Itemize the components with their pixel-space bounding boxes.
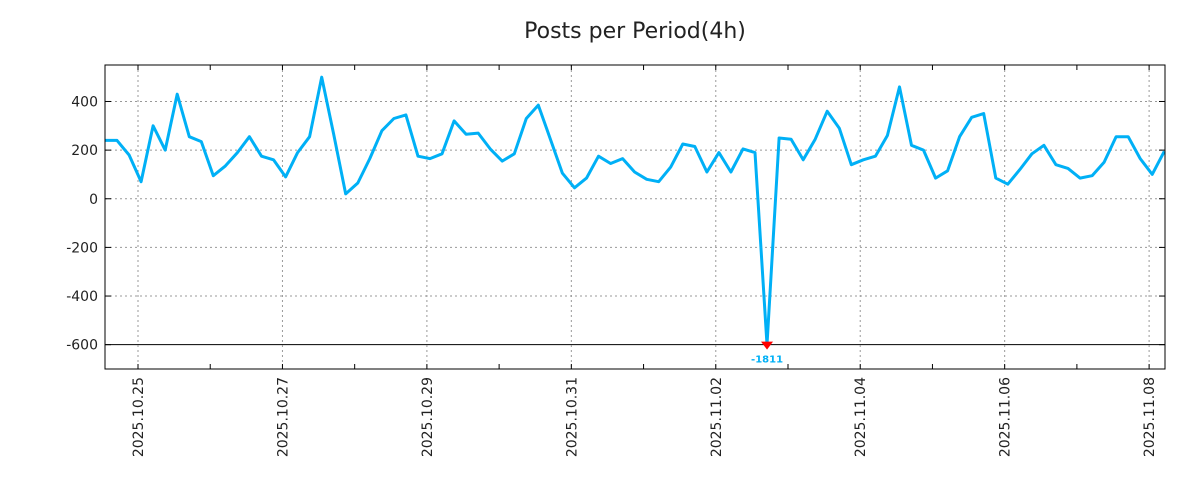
- series-line: [105, 77, 1164, 345]
- annotation: -1811: [751, 342, 783, 366]
- x-tick-label: 2025.11.04: [853, 377, 869, 457]
- x-tick-label: 2025.10.31: [564, 377, 580, 457]
- x-tick-label: 2025.11.02: [709, 377, 725, 457]
- data-points: [105, 77, 1164, 345]
- y-tick-label: -400: [66, 289, 98, 305]
- x-tick-label: 2025.11.06: [998, 377, 1014, 457]
- y-axis: 400 200 0 -200 -400 -600: [66, 94, 1165, 353]
- y-tick-label: 0: [89, 192, 98, 208]
- x-tick-label: 2025.10.25: [131, 377, 147, 457]
- y-tick-label: 200: [71, 143, 98, 159]
- x-axis: 2025.10.25 2025.10.27 2025.10.29 2025.10.31…: [131, 65, 1158, 457]
- x-tick-label: 2025.10.29: [420, 377, 436, 457]
- x-tick-label: 2025.10.27: [275, 377, 291, 457]
- y-tick-label: 400: [71, 94, 98, 110]
- outlier-marker: [761, 342, 773, 350]
- y-tick-label: -600: [66, 338, 98, 354]
- grid: [105, 65, 1165, 369]
- x-tick-label: 2025.11.08: [1142, 377, 1158, 457]
- plot-frame: [105, 65, 1165, 369]
- chart-title: Posts per Period(4h): [524, 19, 746, 44]
- y-tick-label: -200: [66, 240, 98, 256]
- outlier-label: -1811: [751, 355, 783, 366]
